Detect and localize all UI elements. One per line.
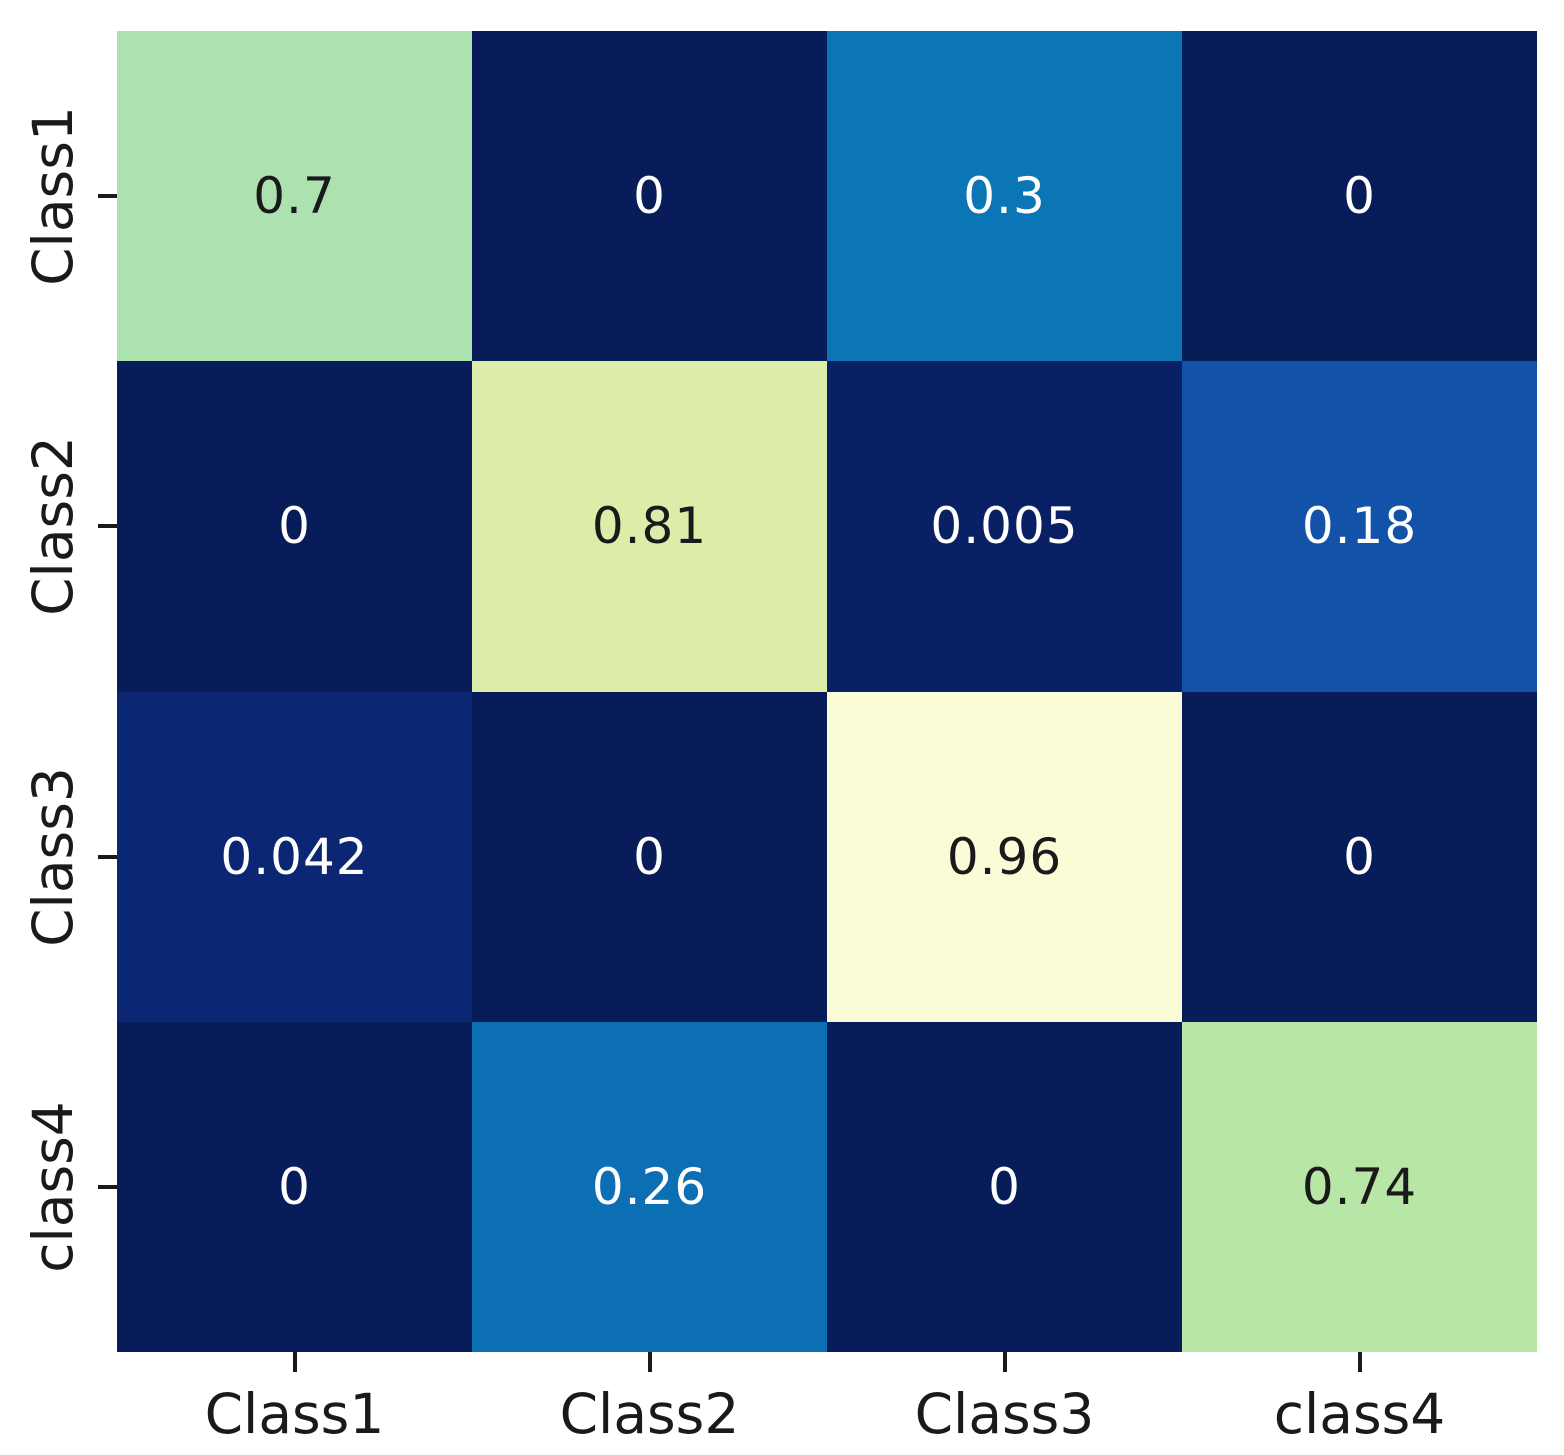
heatmap-cell-r1c3: 0.3 [827, 31, 1182, 362]
heatmap-grid: 0.7 0 0.3 0 0 0.81 0.005 0.18 0.042 0 0.96 0 0 0.26 0 0… [117, 31, 1537, 1352]
y-tick-mark [98, 1184, 117, 1189]
y-tick-mark [98, 524, 117, 529]
heatmap-cell-r2c1: 0 [117, 361, 472, 692]
heatmap-cell-r1c4: 0 [1182, 31, 1537, 362]
heatmap-cell-r2c4: 0.18 [1182, 361, 1537, 692]
heatmap-cell-r3c1: 0.042 [117, 691, 472, 1022]
x-tick-label-2: Class2 [559, 1382, 740, 1446]
y-tick-label-text: Class3 [21, 766, 86, 947]
heatmap-cell-r4c3: 0 [827, 1021, 1182, 1352]
x-tick-mark [292, 1352, 297, 1372]
heatmap-cell-r3c4: 0 [1182, 691, 1537, 1022]
x-tick-label-3: Class3 [914, 1382, 1095, 1446]
x-tick-label-4: class4 [1273, 1382, 1446, 1446]
heatmap-cell-r1c1: 0.7 [117, 31, 472, 362]
heatmap-cell-r4c2: 0.26 [472, 1021, 827, 1352]
heatmap-cell-r2c2: 0.81 [472, 361, 827, 692]
heatmap-cell-r4c4: 0.74 [1182, 1021, 1537, 1352]
x-tick-mark [1002, 1352, 1007, 1372]
heatmap-cell-r2c3: 0.005 [827, 361, 1182, 692]
y-tick-label-3: Class3 [10, 692, 96, 1022]
heatmap-cell-r3c3: 0.96 [827, 691, 1182, 1022]
y-tick-label-text: class4 [21, 1100, 85, 1273]
y-tick-label-text: Class1 [21, 106, 86, 286]
heatmap-cell-r3c2: 0 [472, 691, 827, 1022]
y-tick-label-4: class4 [10, 1022, 96, 1352]
y-tick-mark [98, 854, 117, 859]
x-tick-mark [1357, 1352, 1362, 1372]
heatmap-cell-r1c2: 0 [472, 31, 827, 362]
x-tick-mark [647, 1352, 652, 1372]
y-tick-label-2: Class2 [10, 361, 96, 691]
y-tick-label-text: Class2 [21, 436, 86, 617]
x-tick-label-1: Class1 [204, 1382, 385, 1446]
heatmap-cell-r4c1: 0 [117, 1021, 472, 1352]
y-tick-mark [98, 194, 117, 199]
y-tick-label-1: Class1 [10, 31, 96, 361]
